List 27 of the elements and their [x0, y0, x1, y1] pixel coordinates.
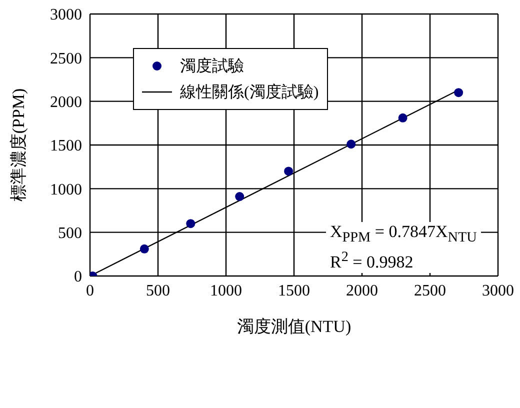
annotation: X$_{PPM}$ = 0.7847X$_{NTU}$: [330, 222, 477, 248]
x-tick-label: 1500: [278, 282, 310, 300]
y-tick-label: 1000: [50, 181, 82, 198]
point: [284, 166, 294, 176]
point: [346, 140, 356, 149]
point: [186, 219, 196, 228]
point: [398, 113, 408, 122]
point: [140, 244, 149, 254]
annotation: R$^{2}$ = 0.9982: [330, 248, 414, 274]
legend-label: 線性關係(濁度試驗): [180, 82, 319, 102]
x-axis-title: 濁度測值(NTU): [236, 317, 352, 336]
y-tick-label: 1500: [50, 138, 82, 155]
y-tick-label: 0: [74, 268, 82, 286]
legend-label: 濁度試驗: [180, 56, 244, 76]
point: [454, 88, 464, 98]
point: [235, 192, 244, 202]
y-tick-label: 500: [58, 225, 82, 242]
y-axis-title: 標準濃度(PPM): [9, 88, 28, 202]
x-tick-label: 500: [146, 282, 170, 300]
x-tick-label: 2000: [346, 282, 378, 300]
y-tick-label: 2000: [50, 94, 82, 112]
x-tick-label: 1000: [210, 282, 242, 300]
x-tick-label: 2500: [414, 282, 446, 300]
y-tick-label: 2500: [50, 50, 82, 68]
x-tick-label: 3000: [482, 282, 514, 300]
y-tick-label: 3000: [50, 6, 82, 24]
x-tick-label: 0: [86, 282, 94, 300]
